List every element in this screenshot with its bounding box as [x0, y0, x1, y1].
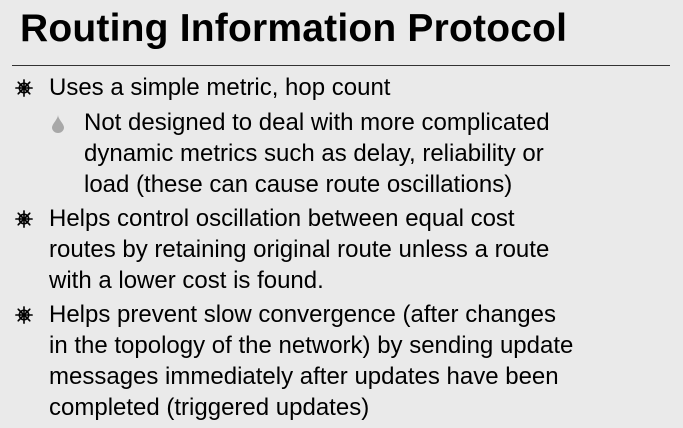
- title-divider: [12, 65, 670, 66]
- slide-title: Routing Information Protocol: [20, 7, 568, 50]
- wheel-bullet-icon: [15, 79, 33, 97]
- drop-bullet-icon: [52, 115, 64, 133]
- bullet-text: Helps prevent slow convergence (after ch…: [49, 301, 574, 421]
- bullet-text: Not designed to deal with more complicat…: [84, 109, 550, 198]
- bullet-text: Uses a simple metric, hop count: [49, 74, 391, 101]
- bullet-text: Helps control oscillation between equal …: [49, 205, 550, 294]
- wheel-bullet-icon: [15, 210, 33, 228]
- wheel-bullet-icon: [15, 306, 33, 324]
